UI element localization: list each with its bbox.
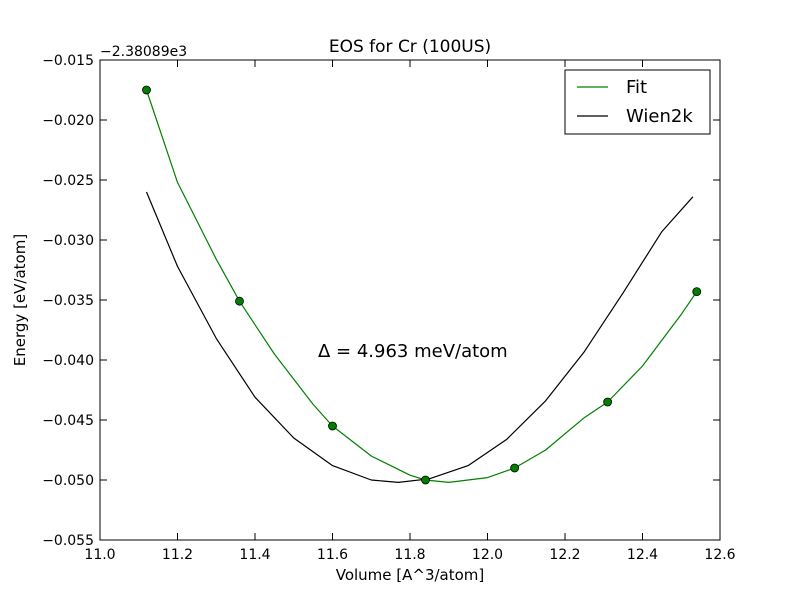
y-tick-label: −0.030 <box>42 233 94 249</box>
plot-area <box>142 85 702 485</box>
y-tick-label: −0.020 <box>42 113 94 129</box>
legend-box <box>564 69 711 135</box>
x-tick-label: 11.8 <box>394 547 425 563</box>
x-tick-label: 11.2 <box>162 547 193 563</box>
data-point <box>510 463 520 473</box>
x-tick-label: 12.4 <box>627 547 658 563</box>
legend: Fit Wien2k <box>564 69 711 135</box>
data-point <box>328 421 337 431</box>
y-axis-label: Energy [eV/atom] <box>11 234 29 366</box>
x-tick-label: 12.0 <box>472 547 503 563</box>
data-point <box>603 397 613 407</box>
chart-title: EOS for Cr (100US) <box>329 37 491 57</box>
y-tick-label: −0.045 <box>42 413 94 429</box>
data-point <box>235 296 244 306</box>
x-tick-label: 12.2 <box>549 547 580 563</box>
legend-wien2k-label: Wien2k <box>626 106 693 127</box>
y-tick-label: −0.040 <box>42 353 94 369</box>
series-line-wien2k <box>145 191 694 483</box>
y-tick-label: −0.025 <box>42 173 94 189</box>
x-tick-label: 12.6 <box>704 547 735 563</box>
legend-fit-label: Fit <box>626 77 647 98</box>
y-offset-label: −2.38089e3 <box>100 44 187 60</box>
y-tick-label: −0.050 <box>42 473 94 489</box>
x-tick-label: 11.4 <box>239 547 270 563</box>
x-axis-label: Volume [A^3/atom] <box>336 566 485 584</box>
y-tick-label: −0.055 <box>42 533 94 549</box>
y-tick-label: −0.015 <box>42 53 94 69</box>
axis-ticks: 11.0 11.2 11.4 11.6 11.8 12.0 12.2 12.4 12.6 −0.0… <box>42 53 735 563</box>
x-tick-label: 11.0 <box>84 547 115 563</box>
data-point <box>421 475 430 485</box>
data-point <box>692 287 702 297</box>
y-tick-label: −0.035 <box>42 293 94 309</box>
x-tick-label: 11.6 <box>317 547 348 563</box>
data-point <box>142 85 151 95</box>
delta-annotation: Δ = 4.963 meV/atom <box>318 341 508 362</box>
